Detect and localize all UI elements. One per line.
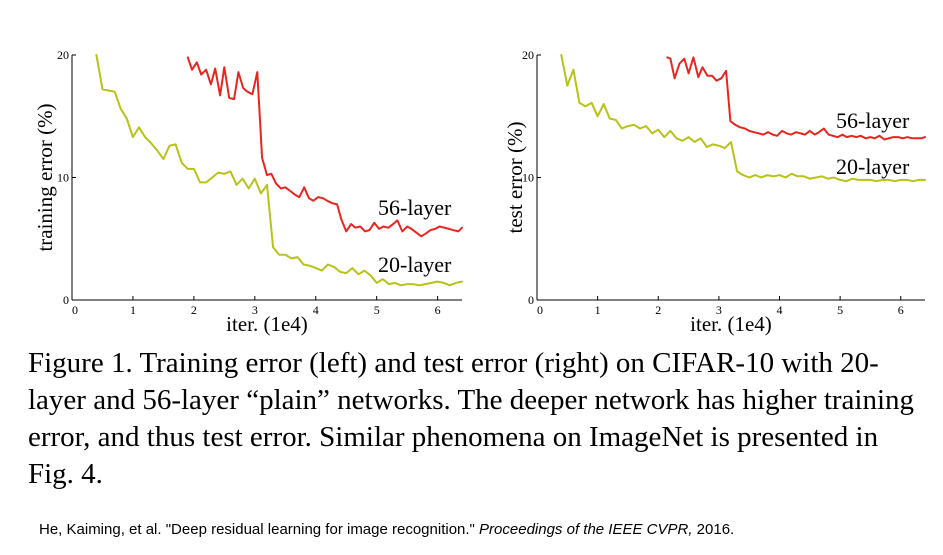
citation-suffix: 2016. [692, 521, 735, 538]
citation-prefix: He, Kaiming, et al. "Deep residual learn… [39, 521, 480, 538]
series-label-20-layer: 20-layer [378, 252, 452, 277]
y-tick-label: 10 [522, 171, 534, 185]
y-axis-label: test error (%) [503, 122, 527, 234]
y-tick-label: 20 [522, 48, 534, 62]
y-tick-label: 0 [528, 293, 534, 307]
x-tick-label: 6 [435, 303, 441, 317]
training-error-chart: 0 1 2 3 4 5 6 0 10 20 iter. (1e4) training error (%… [33, 48, 463, 336]
x-tick-label: 3 [252, 303, 258, 317]
x-tick-label: 0 [537, 303, 543, 317]
series-label-56-layer: 56-layer [836, 108, 910, 133]
x-tick-label: 1 [595, 303, 601, 317]
series-label-56-layer: 56-layer [378, 195, 452, 220]
citation: He, Kaiming, et al. "Deep residual learn… [39, 520, 734, 540]
series-line-56-layer [186, 56, 463, 238]
series-line-20-layer [95, 54, 463, 287]
x-tick-label: 0 [72, 303, 78, 317]
y-tick-label: 10 [57, 171, 69, 185]
x-tick-label: 5 [374, 303, 380, 317]
x-axis-label: iter. (1e4) [690, 312, 772, 336]
series-label-20-layer: 20-layer [836, 154, 910, 179]
figure-caption: Figure 1. Training error (left) and test… [28, 347, 915, 490]
x-tick-label: 4 [777, 303, 783, 317]
x-tick-label: 6 [898, 303, 904, 317]
test-error-chart: 0 1 2 3 4 5 6 0 10 20 iter. (1e4) test error (%) 56-… [503, 48, 926, 336]
x-tick-label: 4 [313, 303, 319, 317]
y-axis-label: training error (%) [33, 103, 57, 251]
x-tick-label: 5 [837, 303, 843, 317]
y-tick-label: 20 [57, 48, 69, 62]
x-axis-label: iter. (1e4) [226, 312, 308, 336]
x-tick-label: 1 [130, 303, 136, 317]
citation-venue: Proceedings of the IEEE CVPR, [479, 521, 693, 538]
x-tick-label: 2 [655, 303, 661, 317]
y-tick-label: 0 [63, 293, 69, 307]
series-line-20-layer [560, 54, 926, 183]
series-line-56-layer [666, 56, 926, 141]
x-tick-label: 3 [716, 303, 722, 317]
x-tick-label: 2 [191, 303, 197, 317]
